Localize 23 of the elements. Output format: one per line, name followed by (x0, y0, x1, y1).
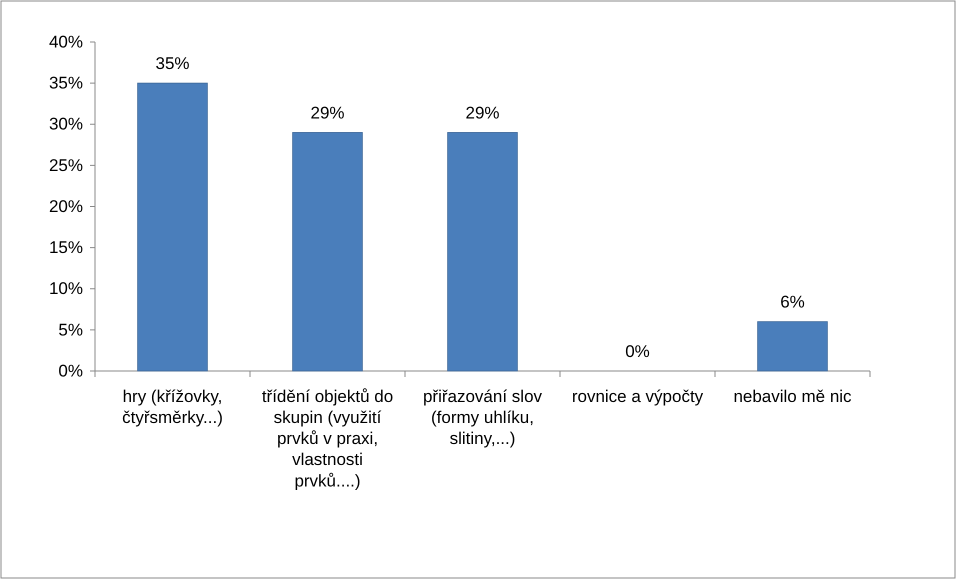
y-tick-label: 0% (58, 361, 83, 380)
data-label: 0% (625, 342, 650, 361)
data-label: 6% (780, 292, 805, 312)
y-tick-label: 35% (48, 74, 83, 93)
x-tick-label: rovnice a výpočty (572, 387, 704, 406)
y-tick-label: 25% (48, 156, 83, 175)
y-tick-label: 40% (48, 32, 83, 52)
data-label: 35% (155, 54, 190, 74)
data-label: 29% (465, 103, 500, 122)
y-tick-label: 15% (48, 238, 83, 258)
x-tick-label: třídění objektů do skupin (využití prvků v praxi, vlastnosti prvků....) (262, 387, 394, 490)
y-tick-label: 5% (58, 320, 83, 340)
x-tick-label: hry (křížovky, čtyřsměrky...) (122, 387, 223, 428)
data-label: 29% (310, 103, 345, 122)
bar (292, 132, 363, 372)
x-tick-label: přiřazování slov (formy uhlíku, slitiny,...) (422, 387, 543, 448)
y-tick-label: 20% (48, 196, 83, 216)
y-tick-label: 30% (48, 114, 83, 134)
bar (757, 321, 828, 372)
y-tick-label: 10% (48, 279, 83, 298)
bar (137, 82, 208, 372)
x-tick-label: nebavilo mě nic (733, 387, 852, 406)
bar (447, 132, 518, 372)
